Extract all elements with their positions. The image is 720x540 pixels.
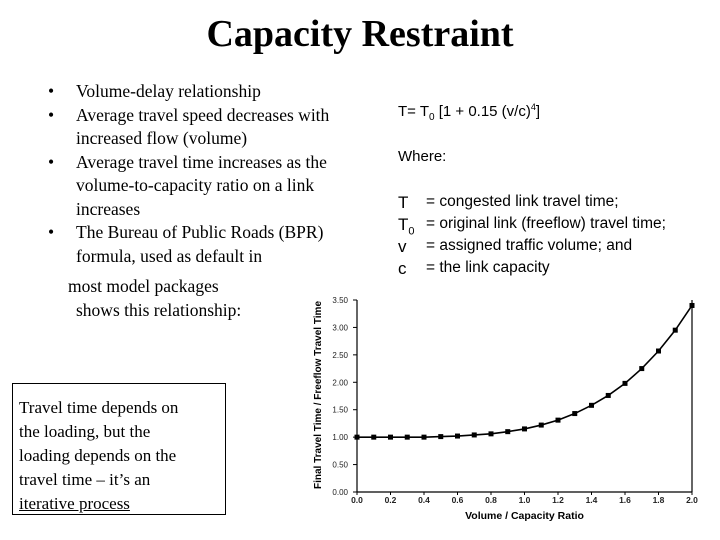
y-tick-label: 1.50 [332,406,348,415]
series-line [357,305,693,438]
formula-lhs: T= T [398,103,429,120]
data-point [605,392,611,398]
data-point [656,348,661,354]
data-point [404,434,410,440]
y-tick-label: 2.50 [332,351,348,360]
x-tick-label: 0.8 [485,495,497,505]
data-point [371,434,377,440]
bullet-dot: • [48,151,55,172]
data-point [639,366,645,372]
x-tick-label: 1.6 [619,495,631,505]
y-axis-label: Final Travel Time / Freeflow Travel Time [313,301,324,489]
bullet-text: Average travel speed decreases with incr… [76,104,330,149]
formula-close: ] [535,103,541,120]
data-point [572,411,578,417]
bullet-list: • Volume-delay relationship • Average trav… [46,80,366,268]
y-tick-label: 0.00 [332,488,348,497]
data-point [421,434,427,440]
def-symbol: T [398,193,409,212]
y-tick-label: 0.50 [332,461,348,470]
data-point [689,302,695,308]
bullet-dot: • [48,81,55,101]
x-axis-label: Volume / Capacity Ratio [465,510,584,522]
data-point [438,434,444,440]
bullet-continuation: shows this relationship: [76,300,242,320]
x-tick-label: 1.2 [552,495,564,505]
def-text: = the link capacity [426,259,550,276]
bullet-text: Average travel time increases as the vol… [76,151,327,219]
formula-exp: 4 [530,102,536,112]
def-symbol: T0 [398,215,415,238]
def-text: = original link (freeflow) travel time; [426,215,666,232]
formula-sub: 0 [428,112,435,123]
x-tick-label: 0.4 [418,495,430,505]
bullet-item: • Average travel time increases as the vo… [46,151,366,222]
data-point [388,434,393,440]
x-tick-label: 1.4 [586,495,598,505]
data-point [622,380,628,386]
data-point [538,422,544,428]
callout-line: the loading, but the [19,422,151,441]
callout-line: loading depends on the [19,446,177,465]
callout-line: iterative process [19,494,130,513]
callout-line: travel time – it’s an [19,470,151,489]
callout-line: Travel time depends on [19,398,179,417]
def-symbol: v [398,237,407,256]
def-symbol: c [398,259,407,278]
x-tick-label: 2.0 [686,495,698,505]
bullet-item: • Average travel speed decreases with inc… [46,104,366,151]
data-point [505,429,511,435]
bullet-text: The Bureau of Public Roads (BPR) formula… [76,222,324,266]
x-tick-label: 0.0 [351,495,363,505]
x-tick-label: 1.0 [519,495,531,505]
bullet-item: • The Bureau of Public Roads (BPR) formul… [46,221,366,268]
x-tick-label: 1.8 [653,495,665,505]
x-tick-label: 0.6 [452,495,464,505]
x-tick-label: 0.2 [385,495,397,505]
data-point [589,402,594,408]
data-point [522,426,527,432]
bullet-dot: • [48,104,55,125]
callout-box: Travel time depends on the loading, but … [12,383,226,515]
data-point [555,417,561,423]
where-label: Where: [398,148,447,165]
bullet-text: Volume-delay relationship [76,81,261,101]
bullet-dot: • [48,222,55,242]
y-tick-label: 1.00 [332,433,348,442]
bpr-formula: T= T0 [1 + 0.15 (v/c)4] [398,102,540,123]
def-text: = assigned traffic volume; and [426,237,633,254]
slide-title: Capacity Restraint [206,13,514,55]
y-tick-label: 2.00 [332,378,348,387]
formula-body: [1 + 0.15 (v/c) [434,103,531,120]
def-text: = congested link travel time; [426,193,619,210]
y-tick-label: 3.50 [332,296,348,305]
data-point [672,327,678,333]
bullet-item: • Volume-delay relationship [46,80,366,104]
data-point [488,431,494,437]
y-tick-label: 3.00 [332,323,348,332]
data-point [455,433,460,439]
data-point [471,432,477,438]
bullet-continuation: most model packages [68,276,219,296]
data-point [354,434,360,440]
